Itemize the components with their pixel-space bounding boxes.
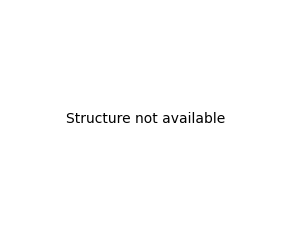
Text: Structure not available: Structure not available (66, 112, 225, 126)
